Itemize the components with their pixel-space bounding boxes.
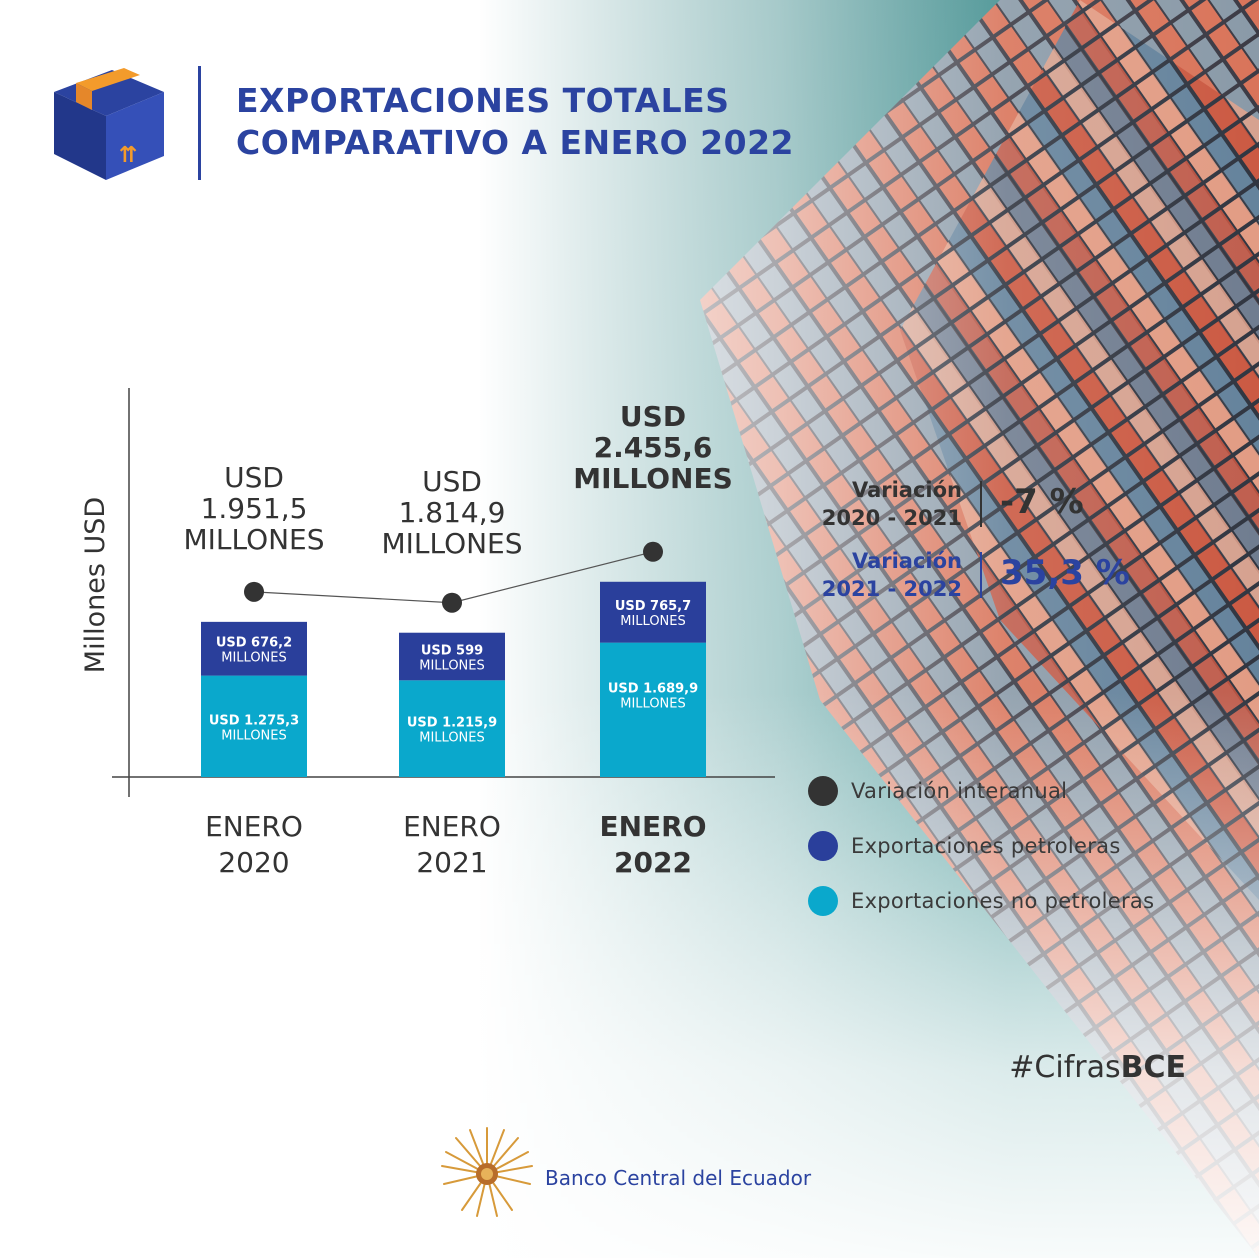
total-label: MILLONES — [381, 527, 522, 560]
bar-label-petroleras: USD 765,7 — [615, 599, 691, 614]
bank-name: Banco Central del Ecuador — [545, 1166, 812, 1190]
bar-label-no-petroleras: USD 1.689,9 — [608, 682, 698, 697]
legend-item: Exportaciones petroleras — [808, 831, 1121, 861]
total-label: MILLONES — [573, 462, 733, 495]
page-title: EXPORTACIONES TOTALES COMPARATIVO A ENER… — [236, 80, 794, 164]
x-tick-label: 2020 — [218, 846, 289, 879]
hashtag-plain: #Cifras — [1009, 1050, 1121, 1085]
bce-logo — [441, 1127, 533, 1217]
x-tick-label: ENERO — [599, 810, 706, 843]
variation-label: Variación 2021 - 2022 — [780, 547, 962, 603]
x-tick-label: 2021 — [416, 846, 487, 879]
variation-value: -7 % — [1000, 482, 1084, 522]
bar-petroleras — [600, 581, 706, 643]
bar-label-petroleras-unit: MILLONES — [620, 614, 686, 629]
bar-label-petroleras-unit: MILLONES — [221, 651, 287, 666]
variation-divider — [980, 552, 982, 598]
total-label: MILLONES — [183, 523, 324, 556]
legend-label: Exportaciones no petroleras — [851, 889, 1155, 913]
bar-label-petroleras: USD 599 — [421, 644, 483, 659]
x-tick-label: ENERO — [205, 810, 303, 843]
bar-label-no-petroleras-unit: MILLONES — [419, 731, 485, 746]
total-label: 1.814,9 — [399, 496, 506, 529]
total-label: USD — [422, 465, 482, 498]
variation-label-line2: 2020 - 2021 — [821, 506, 962, 530]
svg-text:⇈: ⇈ — [119, 143, 137, 168]
total-label: USD — [224, 461, 284, 494]
title-line-1: EXPORTACIONES TOTALES — [236, 81, 730, 120]
variation-label-line1: Variación — [851, 478, 962, 502]
bar-label-petroleras-unit: MILLONES — [419, 659, 485, 674]
hashtag: #CifrasBCE — [1009, 1050, 1186, 1085]
legend-item: Variación interanual — [808, 776, 1067, 806]
legend-item: Exportaciones no petroleras — [808, 886, 1154, 916]
total-label: 2.455,6 — [594, 431, 713, 464]
hashtag-bold: BCE — [1120, 1050, 1186, 1085]
bar-petroleras — [201, 621, 307, 676]
legend-swatch — [808, 776, 838, 806]
variation-label-line2: 2021 - 2022 — [821, 577, 962, 601]
legend-label: Variación interanual — [851, 779, 1068, 803]
x-tick-label: 2022 — [614, 846, 692, 879]
interanual-point — [643, 541, 663, 562]
total-label: 1.951,5 — [201, 492, 308, 525]
bar-label-no-petroleras: USD 1.275,3 — [209, 713, 299, 728]
title-divider — [198, 66, 201, 180]
legend-swatch — [808, 886, 838, 916]
bar-no-petroleras — [201, 675, 307, 777]
interanual-point — [244, 581, 264, 602]
y-axis-label: Millones USD — [80, 497, 111, 673]
variation-divider — [980, 481, 982, 527]
bar-label-petroleras: USD 676,2 — [216, 636, 292, 651]
x-tick-label: ENERO — [403, 810, 501, 843]
bar-no-petroleras — [399, 680, 505, 777]
box-icon: ⇈ — [54, 68, 164, 180]
interanual-point — [442, 592, 462, 613]
variation-label: Variación 2020 - 2021 — [780, 476, 962, 532]
legend-label: Exportaciones petroleras — [851, 834, 1121, 858]
total-label: USD — [620, 400, 686, 433]
bar-petroleras — [399, 632, 505, 681]
bar-label-no-petroleras-unit: MILLONES — [221, 728, 287, 743]
bar-no-petroleras — [600, 642, 706, 777]
title-line-2: COMPARATIVO A ENERO 2022 — [236, 123, 795, 162]
variation-label-line1: Variación — [851, 549, 962, 573]
variation-value: 35,3 % — [1000, 553, 1130, 593]
legend-swatch — [808, 831, 838, 861]
bar-label-no-petroleras: USD 1.215,9 — [407, 716, 497, 731]
bar-label-no-petroleras-unit: MILLONES — [620, 697, 686, 712]
